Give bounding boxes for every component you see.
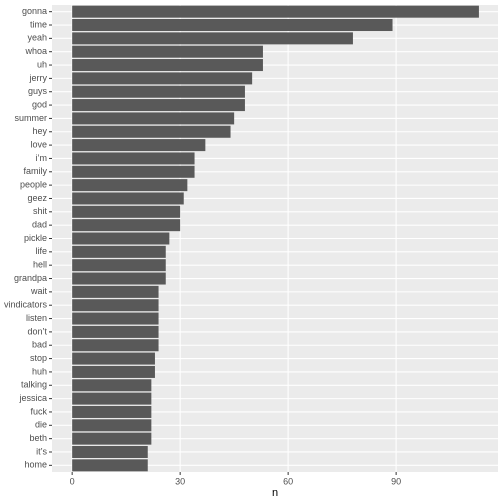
- bar: [72, 219, 181, 232]
- y-tick-label: people: [20, 180, 47, 190]
- bar: [72, 325, 159, 338]
- bar: [72, 99, 245, 112]
- y-tick-label: hell: [33, 260, 47, 270]
- y-tick-label: i’m: [36, 153, 48, 163]
- bar: [72, 405, 152, 418]
- y-tick-label: stop: [30, 353, 47, 363]
- bar: [72, 259, 166, 272]
- bar: [72, 85, 245, 98]
- bar: [72, 45, 263, 58]
- y-tick-label: family: [23, 166, 47, 176]
- bar: [72, 299, 159, 312]
- y-tick-label: geez: [27, 193, 47, 203]
- bar: [72, 432, 152, 445]
- y-tick-label: huh: [32, 366, 47, 376]
- x-tick-label: 30: [175, 476, 185, 486]
- bar: [72, 59, 263, 72]
- y-tick-label: guys: [28, 86, 48, 96]
- bar: [72, 352, 155, 365]
- y-tick-label: fuck: [30, 406, 47, 416]
- y-tick-label: whoa: [24, 46, 47, 56]
- y-tick-label: don’t: [27, 326, 47, 336]
- x-tick-label: 60: [283, 476, 293, 486]
- bar: [72, 365, 155, 378]
- y-tick-label: summer: [14, 113, 47, 123]
- y-tick-label: uh: [37, 59, 47, 69]
- y-tick-label: life: [35, 246, 47, 256]
- y-tick-label: wait: [30, 286, 48, 296]
- bar: [72, 152, 195, 165]
- bar: [72, 245, 166, 258]
- bar: [72, 285, 159, 298]
- y-tick-label: dad: [32, 220, 47, 230]
- y-tick-label: time: [30, 19, 47, 29]
- y-tick-label: die: [35, 420, 47, 430]
- bar: [72, 112, 235, 125]
- bar: [72, 232, 170, 245]
- y-tick-label: gonna: [22, 6, 47, 16]
- y-tick-label: jessica: [18, 393, 47, 403]
- y-tick-label: grandpa: [14, 273, 47, 283]
- bar: [72, 392, 152, 405]
- bar: [72, 445, 148, 458]
- bar: [72, 419, 152, 432]
- y-tick-label: it’s: [36, 446, 47, 456]
- bar: [72, 339, 159, 352]
- x-tick-label: 90: [391, 476, 401, 486]
- y-tick-label: beth: [29, 433, 47, 443]
- y-tick-label: vindicators: [4, 300, 48, 310]
- y-tick-label: shit: [33, 206, 48, 216]
- y-tick-label: home: [24, 460, 47, 470]
- bar: [72, 205, 181, 218]
- bar: [72, 192, 184, 205]
- y-tick-label: talking: [21, 380, 47, 390]
- bar: [72, 19, 393, 32]
- bar: [72, 32, 353, 45]
- y-tick-label: hey: [32, 126, 47, 136]
- y-tick-label: yeah: [27, 33, 47, 43]
- y-tick-label: bad: [32, 340, 47, 350]
- y-tick-label: jerry: [29, 73, 48, 83]
- y-tick-label: love: [30, 139, 47, 149]
- bar: [72, 312, 159, 325]
- y-tick-label: pickle: [24, 233, 47, 243]
- bar: [72, 179, 188, 192]
- bar: [72, 272, 166, 285]
- bar: [72, 72, 253, 85]
- bar: [72, 459, 148, 472]
- bar: [72, 125, 231, 138]
- bar: [72, 379, 152, 392]
- y-tick-label: god: [32, 99, 47, 109]
- y-tick-label: listen: [26, 313, 47, 323]
- bar: [72, 139, 206, 152]
- bar: [72, 5, 479, 18]
- bar: [72, 165, 195, 178]
- x-axis-title: n: [272, 487, 278, 499]
- x-tick-label: 0: [70, 476, 75, 486]
